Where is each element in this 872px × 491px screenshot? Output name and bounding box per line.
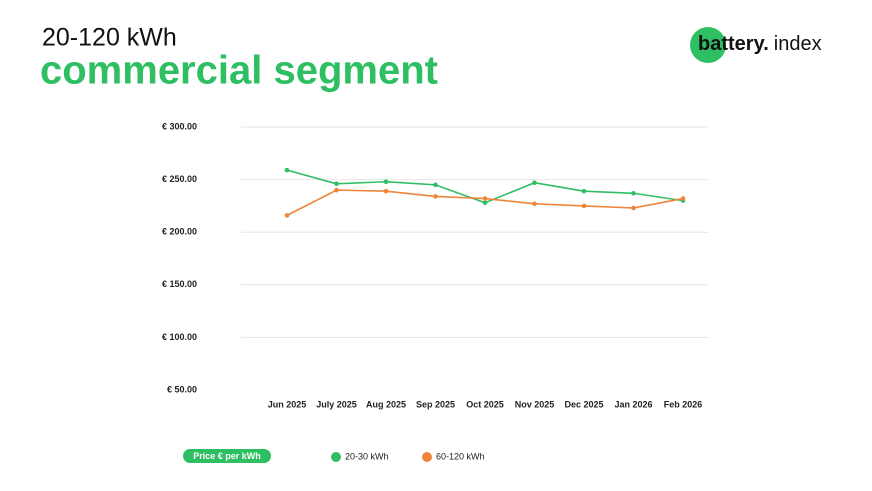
- point: [482, 200, 488, 206]
- point: [680, 196, 686, 201]
- point: [383, 188, 389, 194]
- x-tick-label: July 2025: [316, 399, 357, 409]
- point: [532, 201, 537, 207]
- y-tick-label: € 300.00: [162, 121, 197, 131]
- x-tick-label: Nov 2025: [515, 399, 555, 409]
- legend-label: 20-30 kWh: [345, 451, 389, 461]
- legend-marker: [422, 452, 432, 462]
- point: [631, 205, 636, 211]
- x-tick-label: Feb 2026: [664, 399, 703, 409]
- point: [581, 188, 587, 194]
- point: [482, 196, 488, 201]
- y-tick-label: € 50.00: [167, 384, 197, 394]
- point: [532, 180, 537, 186]
- point: [334, 181, 339, 187]
- point: [433, 182, 438, 188]
- point: [334, 187, 339, 193]
- subtitle: 20-120 kWh: [42, 24, 177, 52]
- logo-bold: battery.: [698, 33, 769, 55]
- y-tick-label: € 200.00: [162, 227, 197, 237]
- point: [433, 194, 438, 199]
- point: [631, 190, 636, 196]
- legend-title: Price € per kWh: [193, 451, 261, 461]
- x-tick-label: Jan 2026: [614, 399, 652, 409]
- point: [383, 179, 389, 185]
- y-tick-label: € 250.00: [162, 174, 197, 184]
- point: [581, 203, 587, 209]
- x-tick-label: Aug 2025: [366, 399, 406, 409]
- x-tick-label: Jun 2025: [268, 399, 307, 409]
- legend-marker: [331, 452, 341, 462]
- title: commercial segment: [40, 49, 438, 93]
- x-tick-label: Oct 2025: [466, 399, 504, 409]
- legend-label: 60-120 kWh: [436, 451, 485, 461]
- legend-title-pill: [183, 449, 271, 463]
- logo-circle: [690, 27, 726, 63]
- x-tick-label: Dec 2025: [564, 399, 603, 409]
- y-tick-label: € 100.00: [162, 332, 197, 342]
- logo: battery. index: [698, 33, 822, 55]
- x-tick-label: Sep 2025: [416, 399, 455, 409]
- y-tick-label: € 150.00: [162, 279, 197, 289]
- point: [284, 213, 290, 218]
- logo-text: index: [774, 33, 822, 55]
- point: [284, 167, 290, 173]
